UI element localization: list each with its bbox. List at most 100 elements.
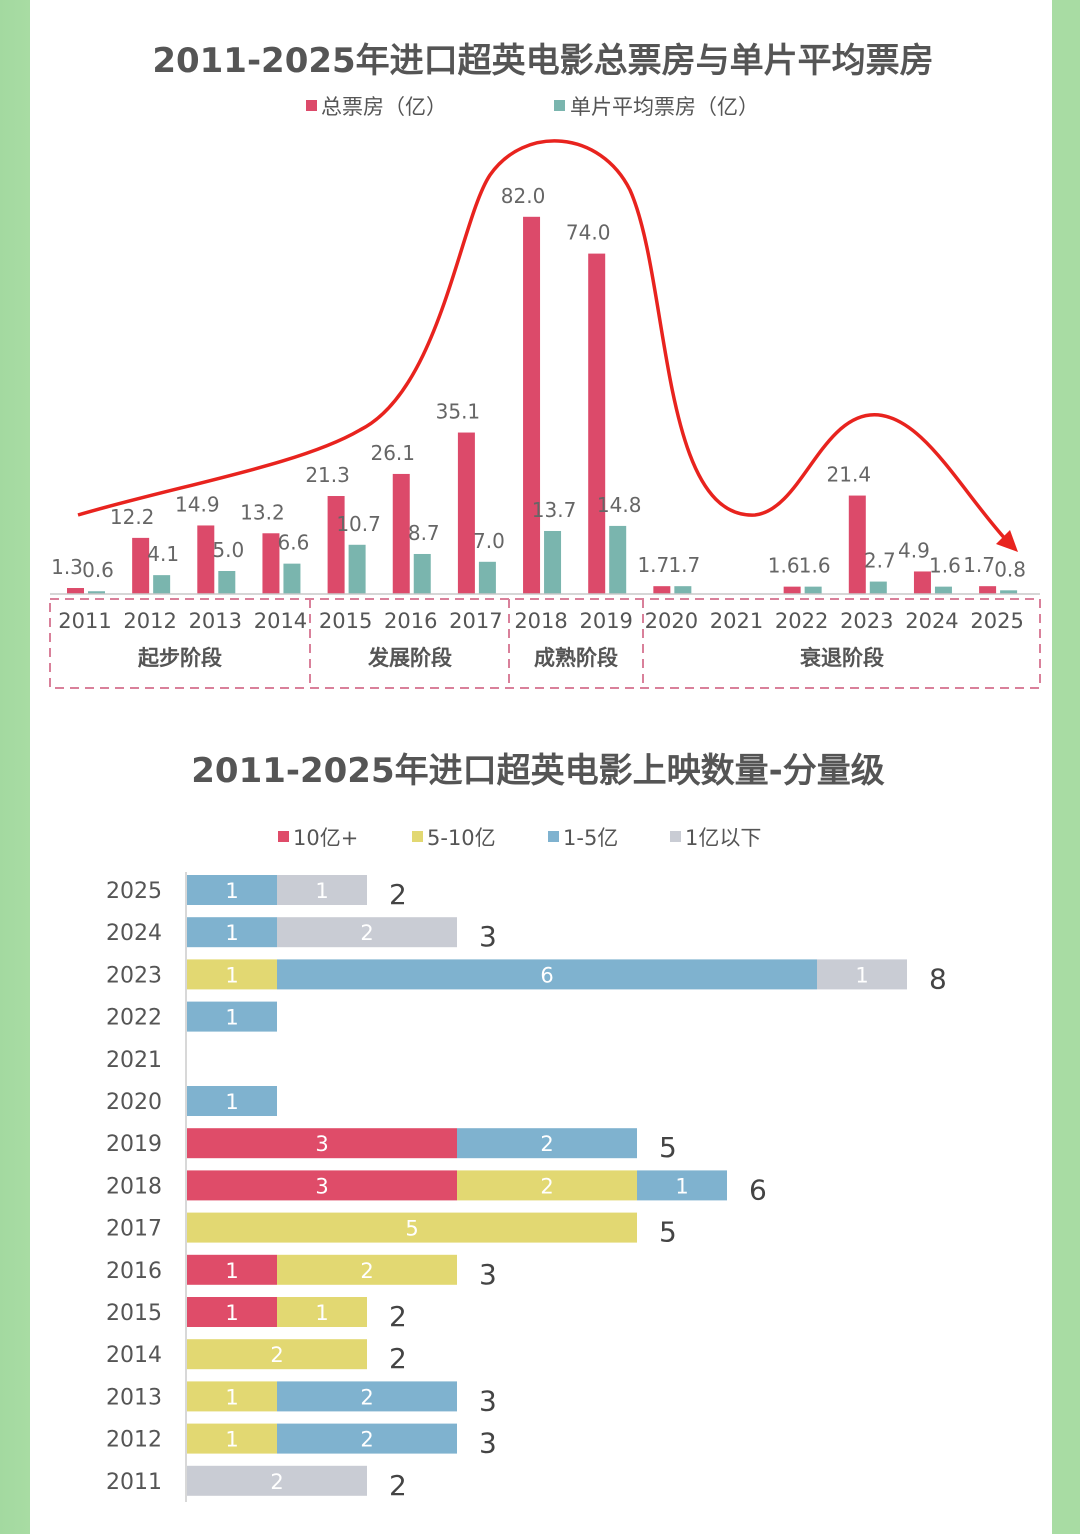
bar-average	[218, 571, 236, 594]
bar-total	[132, 537, 150, 594]
bar-total	[197, 525, 215, 594]
bar-total	[653, 586, 671, 594]
y-tick-label: 2017	[106, 1217, 162, 1242]
data-label: 0.6	[82, 558, 114, 582]
bar-average	[674, 586, 692, 594]
bar-segment	[457, 1128, 637, 1159]
bar-average	[153, 575, 171, 594]
data-label: 8.7	[408, 521, 440, 545]
total-label: 3	[479, 1427, 497, 1460]
x-tick-label: 2023	[840, 609, 893, 633]
bar-segment	[457, 1170, 637, 1201]
data-label: 7.0	[473, 529, 505, 553]
legend-swatch	[670, 831, 681, 842]
y-tick-label: 2018	[106, 1174, 162, 1199]
bar-total	[457, 432, 475, 594]
segment-label: 1	[225, 1428, 238, 1452]
bar-segment	[187, 1423, 277, 1454]
segment-label: 1	[225, 879, 238, 903]
data-label: 26.1	[370, 441, 415, 465]
data-label: 14.8	[597, 493, 642, 517]
legend-label-total: 总票房（亿）	[321, 95, 447, 119]
legend-swatch-average	[554, 100, 565, 111]
data-label: 2.7	[864, 549, 896, 573]
x-tick-label: 2013	[189, 609, 242, 633]
total-label: 8	[929, 962, 947, 995]
segment-label: 2	[270, 1470, 283, 1494]
bar-segment	[277, 1297, 367, 1327]
x-tick-label: 2014	[254, 609, 307, 633]
bar-average	[609, 525, 627, 594]
total-label: 3	[479, 920, 497, 953]
y-tick-label: 2019	[106, 1132, 162, 1157]
x-tick-label: 2015	[319, 609, 372, 633]
bar-segment	[187, 1297, 277, 1327]
data-label: 0.8	[994, 557, 1026, 581]
release-count-chart: 2011-2025年进口超英电影上映数量-分量级 10亿+ 5-10亿 1-5亿 1亿…	[106, 751, 947, 1502]
trend-arrowhead-icon	[996, 530, 1018, 552]
data-label: 1.7	[963, 553, 995, 577]
bar-average	[934, 586, 952, 594]
legend-swatch	[412, 831, 423, 842]
phase-box	[49, 598, 1041, 689]
total-label: 6	[749, 1173, 767, 1206]
y-tick-label: 2014	[106, 1343, 162, 1368]
data-label: 5.0	[212, 538, 244, 562]
x-tick-label: 2022	[775, 609, 828, 633]
x-tick-label: 2025	[970, 609, 1023, 633]
bar-segment	[277, 917, 457, 948]
data-label: 74.0	[566, 221, 611, 245]
segment-label: 1	[225, 963, 238, 987]
y-tick-label: 2012	[106, 1428, 162, 1453]
bar-segment	[187, 1212, 637, 1243]
bar-total	[67, 588, 84, 594]
bar-average	[413, 553, 431, 594]
bar-segment	[187, 1381, 277, 1412]
total-label: 3	[479, 1258, 497, 1291]
segment-label: 5	[405, 1217, 418, 1241]
x-tick-label: 2021	[710, 609, 763, 633]
y-tick-label: 2021	[106, 1048, 162, 1073]
segment-label: 2	[360, 1259, 373, 1283]
bar-segment	[277, 1254, 457, 1285]
bar-segment	[187, 1128, 457, 1159]
bar-total	[262, 533, 280, 594]
bar-average	[283, 563, 301, 594]
data-label: 10.7	[336, 512, 381, 536]
bar-average	[869, 581, 887, 594]
legend-label: 5-10亿	[427, 826, 496, 850]
data-label: 12.2	[110, 505, 155, 529]
bar-average	[348, 544, 366, 594]
legend-label: 10亿+	[293, 826, 358, 850]
phase-label: 成熟阶段	[534, 646, 618, 670]
segment-label: 1	[225, 1385, 238, 1409]
bar-total	[783, 586, 801, 594]
y-tick-label: 2022	[106, 1006, 162, 1031]
x-tick-label: 2018	[514, 609, 567, 633]
bar-segment	[187, 917, 277, 948]
bar-segment	[277, 1381, 457, 1412]
bar-average	[88, 591, 105, 594]
total-label: 5	[659, 1131, 677, 1164]
data-label: 1.6	[799, 554, 831, 578]
segment-label: 1	[225, 1006, 238, 1030]
segment-label: 2	[360, 1385, 373, 1409]
phase-label: 发展阶段	[367, 646, 452, 670]
data-label: 1.7	[668, 553, 700, 577]
bar-total	[327, 496, 345, 594]
segment-label: 2	[360, 921, 373, 945]
phase-label: 衰退阶段	[800, 646, 884, 670]
chart1-title: 2011-2025年进口超英电影总票房与单片平均票房	[152, 41, 933, 81]
segment-label: 1	[225, 1090, 238, 1114]
bar-average	[1000, 590, 1018, 594]
segment-label: 2	[540, 1174, 553, 1198]
bar-segment	[637, 1170, 727, 1201]
bar-segment	[187, 875, 277, 905]
data-label: 1.6	[768, 554, 800, 578]
total-label: 2	[389, 878, 407, 911]
bar-total	[979, 586, 997, 594]
legend-swatch	[548, 831, 559, 842]
segment-label: 1	[225, 1259, 238, 1283]
total-label: 2	[389, 1300, 407, 1333]
